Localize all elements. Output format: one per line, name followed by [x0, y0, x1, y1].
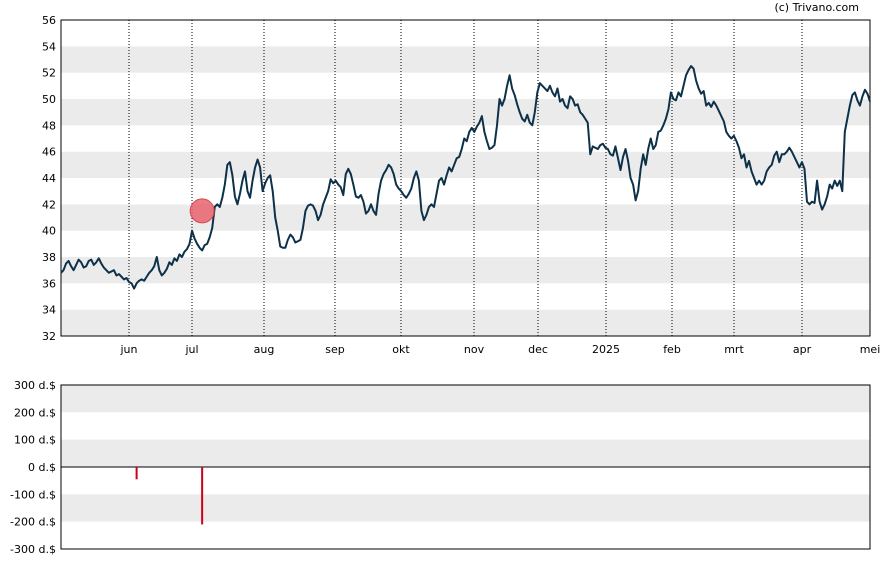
x-tick-label: nov [464, 343, 485, 356]
price-line [60, 65, 871, 290]
price-band [61, 283, 870, 310]
y-tick-label: 44 [42, 172, 56, 185]
y-tick-label: 32 [42, 330, 56, 343]
y-tick-label: 0 d.$ [28, 461, 56, 474]
volume-band [61, 494, 870, 522]
price-chart-bands [61, 20, 870, 336]
y-tick-label: 56 [42, 14, 56, 27]
price-band [61, 99, 870, 126]
price-band [61, 309, 870, 336]
y-tick-label: 100 d.$ [14, 434, 56, 447]
y-tick-label: 54 [42, 40, 56, 53]
x-tick-label: aug [254, 343, 275, 356]
volume-band [61, 439, 870, 467]
y-tick-label: 46 [42, 146, 56, 159]
insider-bar [201, 467, 204, 525]
y-tick-label: 50 [42, 93, 56, 106]
y-tick-label: 48 [42, 119, 56, 132]
y-tick-label: 200 d.$ [14, 406, 56, 419]
price-band [61, 20, 870, 47]
y-tick-label: -300 d.$ [10, 543, 56, 556]
y-tick-label: 38 [42, 251, 56, 264]
insider-bar [135, 467, 138, 480]
x-tick-label: feb [663, 343, 681, 356]
x-tick-label: jun [120, 343, 138, 356]
price-band [61, 257, 870, 284]
price-band [61, 204, 870, 231]
x-tick-label: mei [860, 343, 881, 356]
price-band [61, 72, 870, 99]
x-tick-label: okt [392, 343, 410, 356]
y-tick-label: 34 [42, 304, 56, 317]
volume-chart-y-axis: 300 d.$ 200 d.$ 100 d.$ 0 d.$ -100 d.$ -200 d… [10, 379, 56, 556]
x-tick-label: sep [325, 343, 344, 356]
price-chart-x-axis: jun jul aug sep okt nov dec 2025 feb mrt apr mei [120, 343, 881, 356]
y-tick-label: 40 [42, 225, 56, 238]
price-chart-frame [60, 19, 871, 337]
x-tick-label: dec [528, 343, 548, 356]
y-tick-label: 52 [42, 67, 56, 80]
price-band [61, 46, 870, 73]
price-band [61, 178, 870, 205]
price-band [61, 230, 870, 257]
price-plot-border [60, 19, 871, 337]
volume-band [61, 412, 870, 440]
y-tick-label: 36 [42, 277, 56, 290]
price-chart-marker [189, 198, 215, 224]
x-tick-label: apr [793, 343, 812, 356]
transaction-marker [189, 198, 215, 224]
copyright-text: (c) Trivano.com [774, 1, 859, 14]
y-tick-label: -100 d.$ [10, 488, 56, 501]
price-band [61, 151, 870, 178]
volume-chart-bars [135, 467, 204, 525]
x-tick-label: 2025 [592, 343, 620, 356]
volume-chart-bands [61, 385, 870, 549]
x-tick-label: mrt [724, 343, 744, 356]
x-tick-label: jul [184, 343, 198, 356]
volume-band [61, 467, 870, 495]
price-chart-series [60, 65, 871, 290]
y-tick-label: 300 d.$ [14, 379, 56, 392]
volume-band [61, 385, 870, 413]
volume-band [61, 521, 870, 549]
y-tick-label: -200 d.$ [10, 516, 56, 529]
price-chart-y-axis: 32 34 36 38 40 42 44 46 48 50 52 54 56 [42, 14, 56, 343]
y-tick-label: 42 [42, 198, 56, 211]
